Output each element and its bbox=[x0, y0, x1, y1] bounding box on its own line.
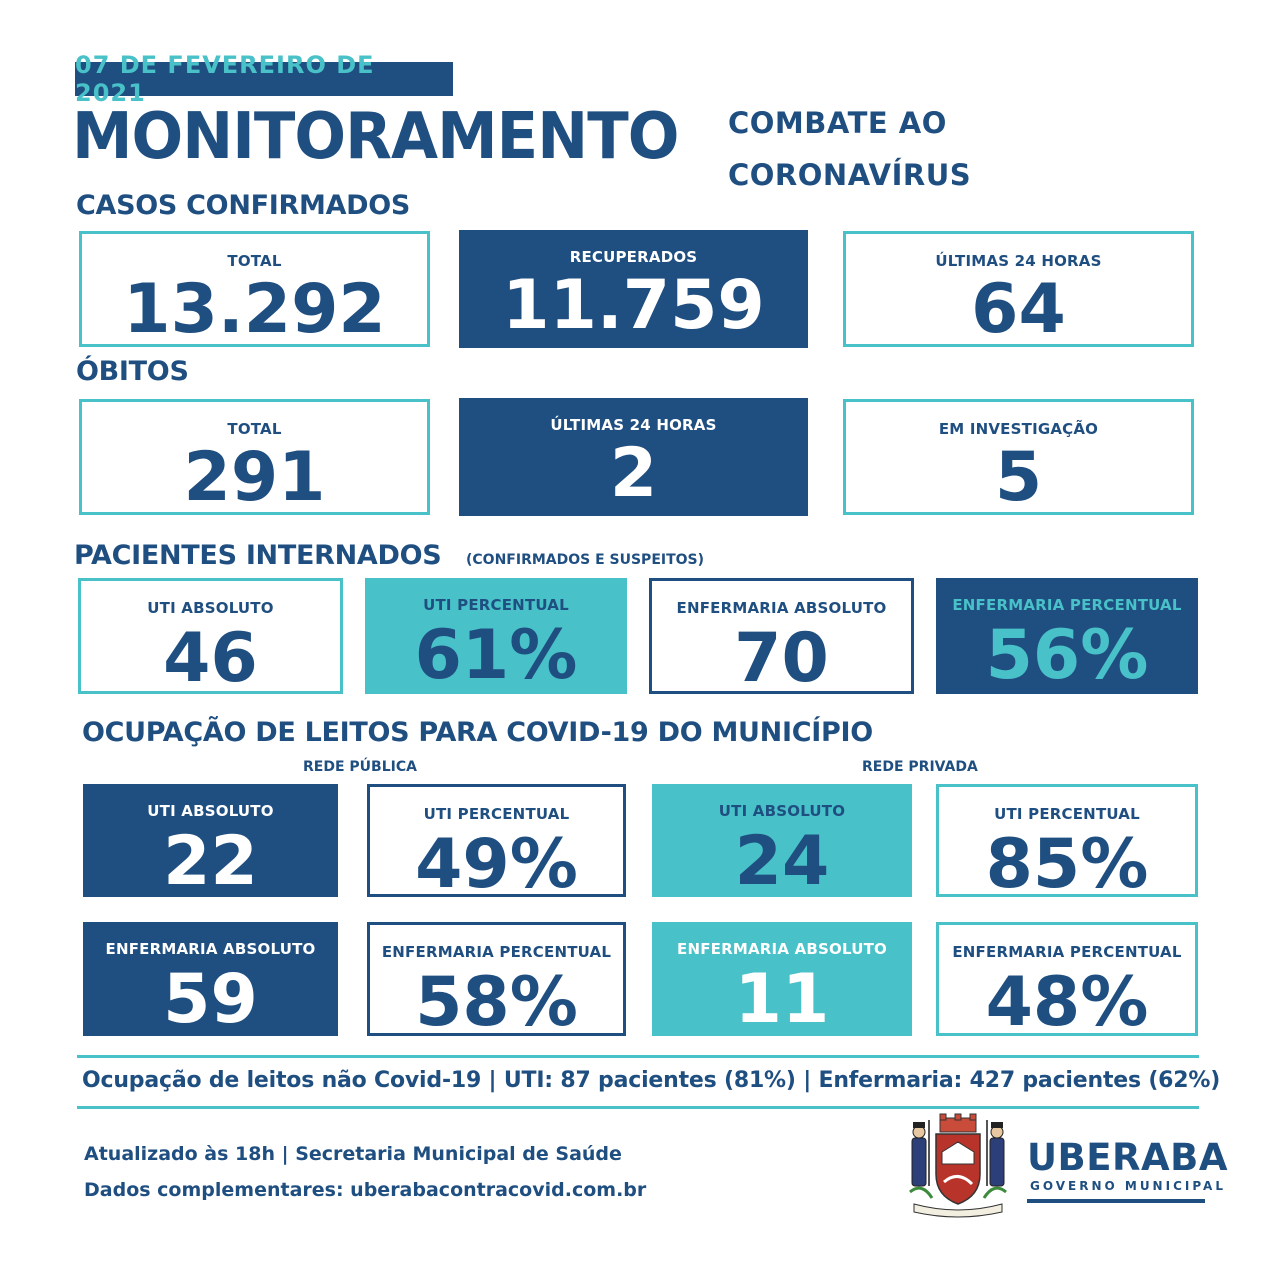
priv-enf-pct-card: ENFERMARIA PERCENTUAL 48% bbox=[936, 922, 1198, 1042]
logo-underline bbox=[1027, 1199, 1205, 1203]
pub-enf-pct-value: 58% bbox=[415, 963, 578, 1042]
obitos-investigacao-value: 5 bbox=[994, 438, 1043, 517]
pub-uti-abs-card: UTI ABSOLUTO 22 bbox=[83, 784, 338, 897]
subtitle-line2: CORONAVÍRUS bbox=[728, 158, 972, 192]
priv-enf-pct-value: 48% bbox=[985, 963, 1149, 1042]
internados-enf-pct-card: ENFERMARIA PERCENTUAL 56% bbox=[936, 578, 1198, 694]
priv-uti-pct-label: UTI PERCENTUAL bbox=[994, 805, 1140, 823]
logo-uberaba: UBERABA bbox=[1027, 1136, 1228, 1179]
internados-enf-abs-label: ENFERMARIA ABSOLUTO bbox=[676, 599, 887, 617]
pub-uti-pct-value: 49% bbox=[415, 825, 578, 904]
internados-heading: PACIENTES INTERNADOS bbox=[74, 540, 442, 571]
pub-enf-pct-card: ENFERMARIA PERCENTUAL 58% bbox=[367, 922, 626, 1042]
pub-enf-abs-card: ENFERMARIA ABSOLUTO 59 bbox=[83, 922, 338, 1036]
obitos-ultimas-card: ÚLTIMAS 24 HORAS 2 bbox=[459, 398, 808, 516]
subtitle-line1: COMBATE AO bbox=[728, 106, 947, 140]
priv-enf-abs-value: 11 bbox=[734, 960, 830, 1039]
priv-uti-abs-label: UTI ABSOLUTO bbox=[718, 802, 846, 820]
casos-recuperados-card: RECUPERADOS 11.759 bbox=[459, 230, 808, 348]
pub-enf-abs-label: ENFERMARIA ABSOLUTO bbox=[105, 940, 316, 958]
pub-enf-abs-value: 59 bbox=[163, 960, 258, 1039]
date-badge: 07 DE FEVEREIRO DE 2021 bbox=[75, 51, 453, 107]
casos-total-label: TOTAL bbox=[227, 252, 282, 270]
obitos-total-card: TOTAL 291 bbox=[79, 399, 430, 515]
ocupacao-heading: OCUPAÇÃO DE LEITOS PARA COVID-19 DO MUNI… bbox=[82, 717, 873, 748]
internados-uti-pct-label: UTI PERCENTUAL bbox=[423, 596, 569, 614]
footer-website: Dados complementares: uberabacontracovid… bbox=[84, 1179, 647, 1201]
priv-uti-abs-value: 24 bbox=[734, 822, 830, 901]
obitos-ultimas-label: ÚLTIMAS 24 HORAS bbox=[550, 416, 717, 434]
internados-note: (CONFIRMADOS E SUSPEITOS) bbox=[466, 552, 705, 568]
priv-enf-pct-label: ENFERMARIA PERCENTUAL bbox=[952, 943, 1182, 961]
casos-total-value: 13.292 bbox=[123, 270, 386, 349]
divider-top bbox=[77, 1055, 1199, 1058]
internados-uti-pct-card: UTI PERCENTUAL 61% bbox=[365, 578, 627, 694]
casos-ultimas-card: ÚLTIMAS 24 HORAS 64 bbox=[843, 231, 1194, 347]
casos-ultimas-value: 64 bbox=[971, 270, 1066, 349]
pub-uti-pct-card: UTI PERCENTUAL 49% bbox=[367, 784, 626, 904]
internados-uti-abs-label: UTI ABSOLUTO bbox=[147, 599, 274, 617]
pub-uti-abs-value: 22 bbox=[163, 822, 258, 901]
internados-uti-abs-value: 46 bbox=[163, 619, 258, 698]
casos-ultimas-label: ÚLTIMAS 24 HORAS bbox=[935, 252, 1102, 270]
obitos-total-label: TOTAL bbox=[227, 420, 282, 438]
priv-enf-abs-label: ENFERMARIA ABSOLUTO bbox=[677, 940, 887, 958]
priv-uti-pct-value: 85% bbox=[985, 825, 1149, 904]
divider-bottom bbox=[77, 1106, 1199, 1109]
rede-privada-label: REDE PRIVADA bbox=[862, 759, 978, 775]
casos-recuperados-value: 11.759 bbox=[502, 266, 765, 345]
footer-updated: Atualizado às 18h | Secretaria Municipal… bbox=[84, 1143, 622, 1165]
internados-enf-abs-value: 70 bbox=[734, 619, 829, 698]
obitos-ultimas-value: 2 bbox=[609, 434, 658, 513]
pub-uti-pct-label: UTI PERCENTUAL bbox=[423, 805, 570, 823]
internados-enf-abs-card: ENFERMARIA ABSOLUTO 70 bbox=[649, 578, 914, 694]
rede-publica-label: REDE PÚBLICA bbox=[303, 759, 417, 775]
priv-uti-pct-card: UTI PERCENTUAL 85% bbox=[936, 784, 1198, 904]
casos-heading: CASOS CONFIRMADOS bbox=[76, 190, 411, 221]
internados-enf-pct-label: ENFERMARIA PERCENTUAL bbox=[952, 596, 1182, 614]
casos-recuperados-label: RECUPERADOS bbox=[569, 248, 698, 266]
obitos-heading: ÓBITOS bbox=[76, 356, 189, 387]
casos-total-card: TOTAL 13.292 bbox=[79, 231, 430, 347]
internados-uti-pct-value: 61% bbox=[414, 616, 578, 695]
page-title: MONITORAMENTO bbox=[72, 100, 679, 174]
pub-uti-abs-label: UTI ABSOLUTO bbox=[147, 802, 274, 820]
logo-governo-municipal: GOVERNO MUNICIPAL bbox=[1030, 1179, 1226, 1193]
obitos-total-value: 291 bbox=[183, 438, 326, 517]
obitos-investigacao-card: EM INVESTIGAÇÃO 5 bbox=[843, 399, 1194, 515]
priv-uti-abs-card: UTI ABSOLUTO 24 bbox=[652, 784, 912, 897]
internados-enf-pct-value: 56% bbox=[985, 616, 1149, 695]
obitos-investigacao-label: EM INVESTIGAÇÃO bbox=[938, 420, 1099, 438]
internados-uti-abs-card: UTI ABSOLUTO 46 bbox=[78, 578, 343, 694]
nao-covid-line: Ocupação de leitos não Covid-19 | UTI: 8… bbox=[82, 1068, 1221, 1093]
priv-enf-abs-card: ENFERMARIA ABSOLUTO 11 bbox=[652, 922, 912, 1036]
coat-of-arms-icon bbox=[909, 1113, 1007, 1218]
pub-enf-pct-label: ENFERMARIA PERCENTUAL bbox=[381, 943, 612, 961]
